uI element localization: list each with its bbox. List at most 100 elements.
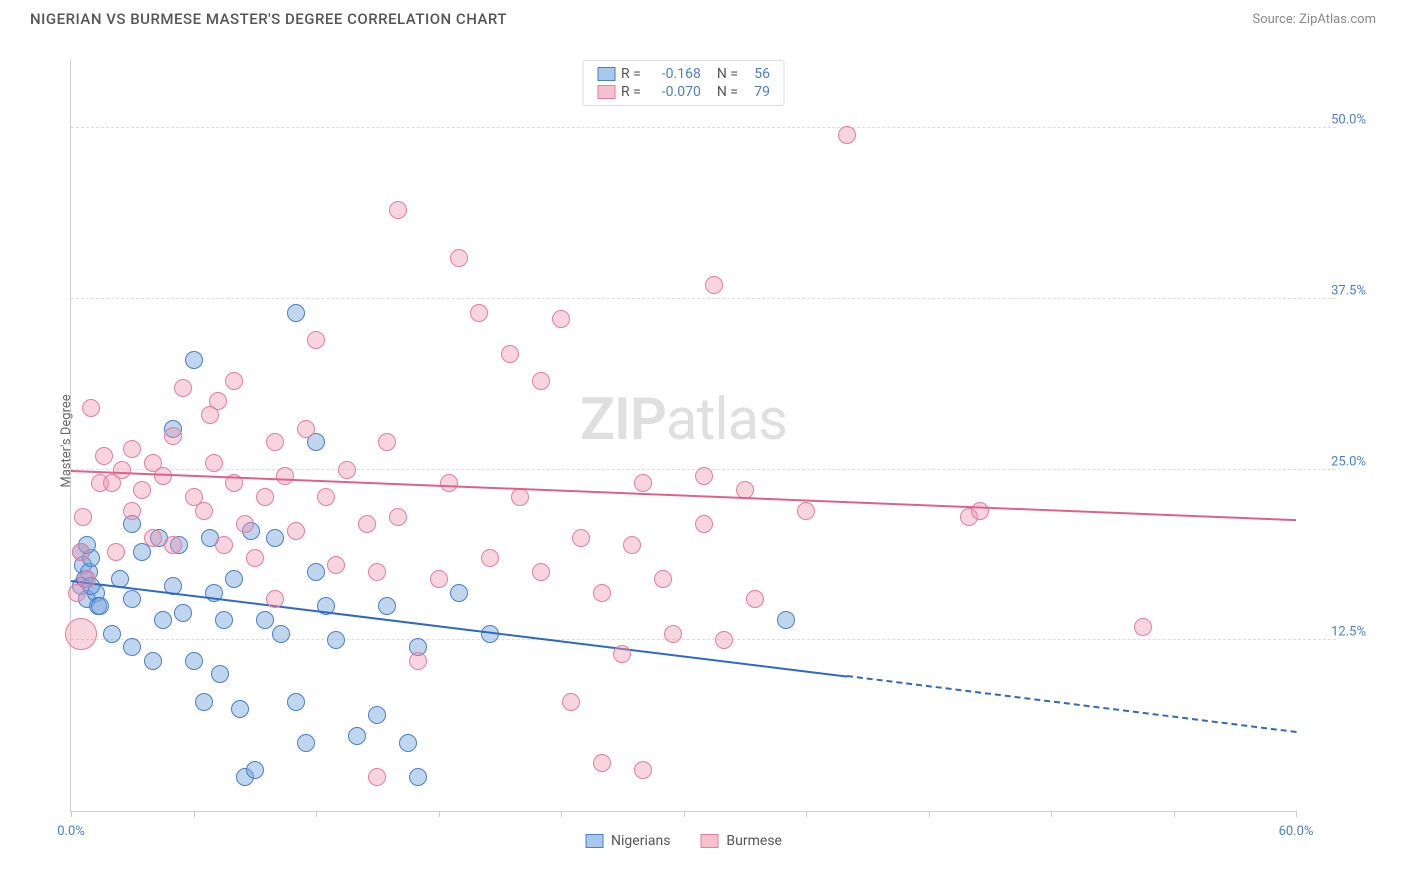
- nigerians-point: [368, 706, 386, 724]
- burmese-point: [95, 447, 113, 465]
- burmese-point: [74, 508, 92, 526]
- burmese-point: [256, 488, 274, 506]
- burmese-point: [154, 467, 172, 485]
- nigerians-point: [256, 611, 274, 629]
- legend-swatch: [597, 85, 615, 99]
- y-tick-label: 50.0%: [1331, 113, 1366, 128]
- gridline: [71, 639, 1336, 640]
- x-tick: [929, 811, 930, 817]
- nigerians-point: [266, 529, 284, 547]
- nigerians-point: [246, 761, 264, 779]
- burmese-point: [144, 529, 162, 547]
- burmese-point: [634, 474, 652, 492]
- burmese-point: [368, 563, 386, 581]
- burmese-point: [236, 515, 254, 533]
- nigerians-point: [185, 351, 203, 369]
- burmese-point: [634, 761, 652, 779]
- chart-container: Master's Degree ZIPatlas R =-0.168N =56R…: [30, 40, 1376, 842]
- burmese-point: [205, 454, 223, 472]
- nigerians-point: [144, 652, 162, 670]
- x-tick: [439, 811, 440, 817]
- burmese-point: [72, 543, 90, 561]
- burmese-point: [1134, 618, 1152, 636]
- nigerians-point: [154, 611, 172, 629]
- burmese-point: [440, 474, 458, 492]
- burmese-point: [389, 201, 407, 219]
- burmese-point: [133, 481, 151, 499]
- nigerians-point: [225, 570, 243, 588]
- n-value: 79: [744, 84, 770, 100]
- burmese-point: [378, 433, 396, 451]
- x-tick: [1296, 811, 1297, 817]
- burmese-point: [705, 276, 723, 294]
- legend-swatch: [597, 67, 615, 81]
- legend-item: Nigerians: [585, 833, 670, 849]
- nigerians-point: [287, 304, 305, 322]
- x-tick-label: 0.0%: [57, 824, 85, 839]
- chart-title: NIGERIAN VS BURMESE MASTER'S DEGREE CORR…: [30, 10, 507, 28]
- burmese-point: [481, 549, 499, 567]
- burmese-point: [123, 502, 141, 520]
- burmese-point: [971, 502, 989, 520]
- r-label: R =: [621, 84, 641, 100]
- burmese-point: [562, 693, 580, 711]
- legend-swatch: [585, 834, 603, 848]
- burmese-point: [470, 304, 488, 322]
- legend-swatch: [700, 834, 718, 848]
- burmese-point: [838, 126, 856, 144]
- burmese-point: [164, 536, 182, 554]
- burmese-point: [552, 310, 570, 328]
- burmese-point: [123, 440, 141, 458]
- burmese-point: [593, 754, 611, 772]
- r-value: -0.168: [647, 66, 701, 82]
- burmese-point: [174, 379, 192, 397]
- r-label: R =: [621, 66, 641, 82]
- nigerians-point: [287, 693, 305, 711]
- burmese-point: [287, 522, 305, 540]
- nigerians-point: [348, 727, 366, 745]
- x-tick: [1051, 811, 1052, 817]
- x-tick-label: 60.0%: [1279, 824, 1314, 839]
- nigerians-point: [91, 597, 109, 615]
- burmese-point: [317, 488, 335, 506]
- nigerians-point: [307, 563, 325, 581]
- burmese-point: [409, 652, 427, 670]
- burmese-point: [593, 584, 611, 602]
- burmese-point: [664, 625, 682, 643]
- nigerians-point: [215, 611, 233, 629]
- burmese-point: [113, 461, 131, 479]
- x-tick: [194, 811, 195, 817]
- burmese-trendline: [71, 470, 1296, 521]
- nigerians-point: [185, 652, 203, 670]
- burmese-point: [572, 529, 590, 547]
- burmese-point: [695, 467, 713, 485]
- n-value: 56: [744, 66, 770, 82]
- burmese-point: [327, 556, 345, 574]
- nigerians-point: [327, 631, 345, 649]
- nigerians-point: [123, 590, 141, 608]
- nigerians-point: [399, 734, 417, 752]
- burmese-point: [266, 433, 284, 451]
- burmese-point: [82, 399, 100, 417]
- burmese-point: [654, 570, 672, 588]
- x-tick: [316, 811, 317, 817]
- burmese-point: [65, 618, 97, 650]
- burmese-point: [511, 488, 529, 506]
- nigerians-point: [211, 665, 229, 683]
- burmese-point: [532, 372, 550, 390]
- legend-label: Burmese: [726, 833, 782, 849]
- y-tick-label: 12.5%: [1331, 625, 1366, 640]
- gridline: [71, 298, 1336, 299]
- burmese-point: [715, 631, 733, 649]
- burmese-point: [368, 768, 386, 786]
- x-tick: [561, 811, 562, 817]
- gridline: [71, 127, 1336, 128]
- burmese-point: [389, 508, 407, 526]
- burmese-point: [195, 502, 213, 520]
- burmese-point: [78, 570, 96, 588]
- nigerians-point: [103, 625, 121, 643]
- source-label: Source: ZipAtlas.com: [1252, 12, 1376, 27]
- x-tick: [1174, 811, 1175, 817]
- plot-area: ZIPatlas R =-0.168N =56R =-0.070N =79 Ni…: [70, 60, 1296, 812]
- nigerians-point: [297, 734, 315, 752]
